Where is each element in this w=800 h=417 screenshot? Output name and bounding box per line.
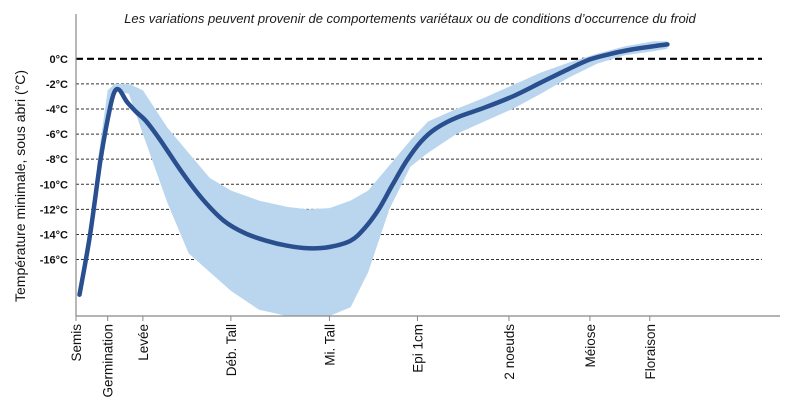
y-tick-label: -4°C xyxy=(46,104,68,116)
y-tick-label: -14°C xyxy=(40,229,68,241)
chart-title: Les variations peuvent provenir de compo… xyxy=(124,11,696,26)
series-line-group xyxy=(77,42,670,297)
variation-band xyxy=(97,41,668,316)
x-tick-label: Floraison xyxy=(643,324,658,380)
variation-band-group xyxy=(97,41,668,316)
x-tick-labels: Semis Germination Levée Déb. Tall Mi. Tall Ep… xyxy=(69,324,658,398)
y-tick-label: -6°C xyxy=(46,129,68,141)
x-tick-label: Germination xyxy=(101,324,116,398)
y-tick-label: -12°C xyxy=(40,204,68,216)
x-tick-label: Mi. Tall xyxy=(322,324,337,366)
y-tick-label: -16°C xyxy=(40,255,68,267)
x-tick-label: 2 noeuds xyxy=(502,324,517,380)
series-line xyxy=(77,42,670,297)
x-tick-label: Epi 1cm xyxy=(410,324,425,373)
y-tick-label: -2°C xyxy=(46,79,68,91)
y-tick-label: -8°C xyxy=(46,154,68,166)
axes xyxy=(75,14,780,321)
x-tick-label: Méiose xyxy=(583,324,598,368)
x-tick-label: Déb. Tall xyxy=(224,324,239,376)
x-tick-label: Semis xyxy=(69,324,84,362)
y-tick-label: -10°C xyxy=(40,179,68,191)
x-tick-label: Levée xyxy=(136,324,151,361)
y-tick-label: 0°C xyxy=(50,54,69,66)
y-tick-labels: 0°C -2°C -4°C -6°C -8°C -10°C -12°C -14°C -16°C xyxy=(40,54,68,267)
y-axis-label: Température minimale, sous abri (°C) xyxy=(12,70,28,302)
